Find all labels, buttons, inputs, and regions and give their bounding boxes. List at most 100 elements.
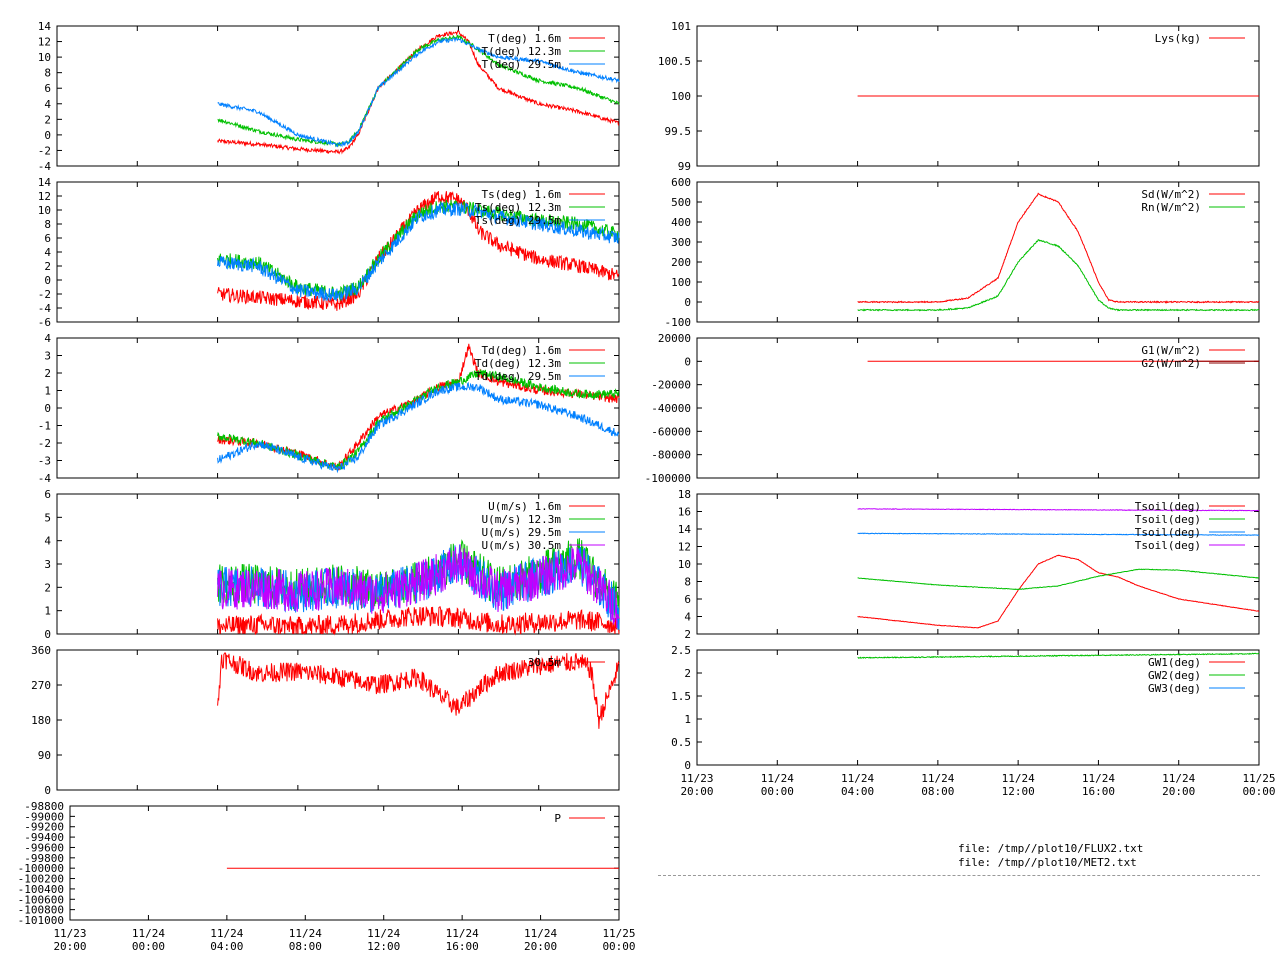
y-tick-label-Rad: 500 <box>671 196 691 209</box>
y-tick-label-Ts: 6 <box>44 232 51 245</box>
legend-label-Tsoil: Tsoil(deg) <box>1135 526 1201 539</box>
time-label-date: 11/24 <box>1162 772 1195 785</box>
y-tick-label-Ts: -2 <box>38 288 51 301</box>
y-tick-label-G: -60000 <box>651 425 691 438</box>
y-tick-label-Lys: 101 <box>671 20 691 33</box>
series-line-Tsoil-0 <box>857 554 1259 629</box>
time-label-hour: 12:00 <box>1002 785 1035 798</box>
y-tick-label-U: 0 <box>44 628 51 641</box>
legend-label-Ts: Ts(deg) 1.6m <box>482 188 562 201</box>
y-tick-label-Dir: 90 <box>38 749 51 762</box>
y-tick-label-Ts: 2 <box>44 260 51 273</box>
y-tick-label-Lys: 99 <box>678 160 691 173</box>
series-line-Ts-2 <box>217 201 620 302</box>
y-tick-label-Tsoil: 12 <box>678 541 691 554</box>
y-tick-label-T: -2 <box>38 144 51 157</box>
legend-label-Rad: Sd(W/m^2) <box>1141 188 1201 201</box>
time-label-hour: 08:00 <box>921 785 954 798</box>
series-line-T-2 <box>217 36 620 148</box>
legend-label-P: P <box>554 812 561 825</box>
y-tick-label-Td: 3 <box>44 350 51 363</box>
time-label-date: 11/23 <box>53 927 86 940</box>
time-label-date: 11/24 <box>446 927 479 940</box>
time-label-hour: 04:00 <box>841 785 874 798</box>
time-label-date: 11/24 <box>524 927 557 940</box>
series-line-Ts-1 <box>217 199 620 302</box>
time-label-hour: 00:00 <box>132 940 165 953</box>
y-tick-label-GW: 0.5 <box>671 736 691 749</box>
legend-label-Td: Td(deg) 1.6m <box>482 344 562 357</box>
panel-frame-Dir <box>56 649 620 791</box>
legend-label-Rad: Rn(W/m^2) <box>1141 201 1201 214</box>
panel-frame-P <box>69 805 620 921</box>
footer-divider <box>658 875 1260 876</box>
legend-label-Tsoil: Tsoil(deg) <box>1135 513 1201 526</box>
series-line-Dir-0 <box>217 652 620 729</box>
y-tick-label-Rad: 0 <box>684 296 691 309</box>
y-tick-label-Td: -2 <box>38 437 51 450</box>
y-tick-label-Tsoil: 18 <box>678 488 691 501</box>
panel-frame-T <box>56 25 620 167</box>
y-tick-label-Tsoil: 8 <box>684 576 691 589</box>
y-tick-label-Tsoil: 14 <box>678 523 692 536</box>
legend-label-Tsoil: Tsoil(deg) <box>1135 539 1201 552</box>
series-line-Td-0 <box>217 343 620 471</box>
y-tick-label-U: 1 <box>44 605 51 618</box>
y-tick-label-Ts: 12 <box>38 190 51 203</box>
y-tick-label-GW: 2.5 <box>671 644 691 657</box>
legend-label-G: G1(W/m^2) <box>1141 344 1201 357</box>
y-tick-label-T: -4 <box>38 160 52 173</box>
y-tick-label-P: -99200 <box>24 821 64 834</box>
y-tick-label-Tsoil: 2 <box>684 628 691 641</box>
y-tick-label-P: -100000 <box>18 862 64 875</box>
y-tick-label-Td: 1 <box>44 385 51 398</box>
legend-label-U: U(m/s) 29.5m <box>482 526 562 539</box>
time-label-date: 11/23 <box>680 772 713 785</box>
legend-label-T: T(deg) 12.3m <box>482 45 562 58</box>
time-label-hour: 00:00 <box>1242 785 1275 798</box>
y-tick-label-P: -99800 <box>24 852 64 865</box>
series-line-GW-1 <box>857 652 1260 659</box>
y-tick-label-P: -99600 <box>24 841 64 854</box>
y-tick-label-Tsoil: 10 <box>678 558 691 571</box>
legend-label-Td: Td(deg) 12.3m <box>475 357 561 370</box>
y-tick-label-GW: 1.5 <box>671 690 691 703</box>
time-label-date: 11/24 <box>210 927 243 940</box>
y-tick-label-Ts: 8 <box>44 218 51 231</box>
y-tick-label-Td: -4 <box>38 472 52 485</box>
y-tick-label-P: -100200 <box>18 873 64 886</box>
legend-label-T: T(deg) 29.5m <box>482 58 562 71</box>
panel-frame-GW <box>696 649 1260 766</box>
y-tick-label-G: -80000 <box>651 449 691 462</box>
footer-file-met: file: /tmp//plot10/MET2.txt <box>958 856 1137 869</box>
y-tick-label-T: 12 <box>38 36 51 49</box>
legend-label-G: G2(W/m^2) <box>1141 357 1201 370</box>
legend-label-Lys: Lys(kg) <box>1155 32 1201 45</box>
time-label-date: 11/24 <box>132 927 165 940</box>
time-label-date: 11/24 <box>1002 772 1035 785</box>
y-tick-label-Td: 4 <box>44 332 51 345</box>
time-label-date: 11/24 <box>367 927 400 940</box>
y-tick-label-G: -100000 <box>645 472 691 485</box>
y-tick-label-T: 6 <box>44 82 51 95</box>
legend-label-U: U(m/s) 1.6m <box>488 500 561 513</box>
y-tick-label-Dir: 270 <box>31 679 51 692</box>
y-tick-label-P: -100400 <box>18 883 64 896</box>
time-label-hour: 20:00 <box>524 940 557 953</box>
y-tick-label-Ts: -4 <box>38 302 52 315</box>
y-tick-label-Lys: 99.5 <box>665 125 692 138</box>
time-label-hour: 20:00 <box>680 785 713 798</box>
series-line-Tsoil-2 <box>857 532 1260 536</box>
time-label-date: 11/24 <box>761 772 794 785</box>
y-tick-label-Lys: 100 <box>671 90 691 103</box>
y-tick-label-Rad: 200 <box>671 256 691 269</box>
series-line-Rad-0 <box>857 192 1260 304</box>
y-tick-label-Dir: 180 <box>31 714 51 727</box>
y-tick-label-T: 14 <box>38 20 52 33</box>
y-tick-label-T: 0 <box>44 129 51 142</box>
series-line-U-0 <box>217 605 620 636</box>
y-tick-label-T: 10 <box>38 51 51 64</box>
y-tick-label-P: -100800 <box>18 904 64 917</box>
y-tick-label-Tsoil: 16 <box>678 506 691 519</box>
series-line-U-3 <box>217 544 620 629</box>
